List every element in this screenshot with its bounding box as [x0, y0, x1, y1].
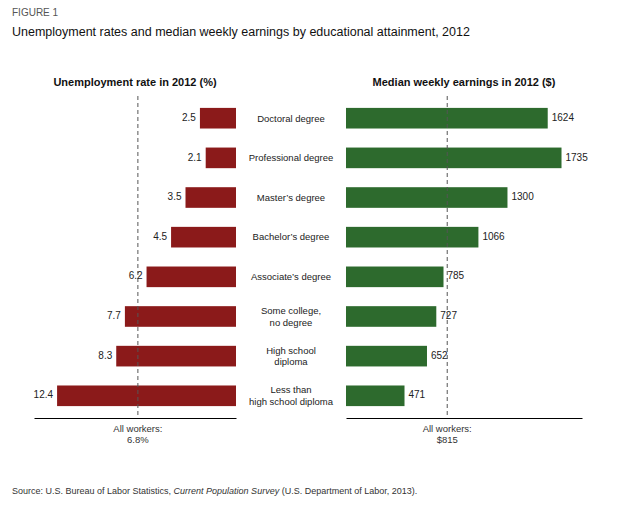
bar [57, 385, 236, 406]
data-label: 471 [409, 389, 426, 400]
data-label: 2.1 [188, 152, 202, 163]
x-axis [347, 418, 583, 419]
category-label: Doctoral degree [257, 113, 325, 124]
bar [346, 227, 478, 248]
bar [171, 227, 236, 248]
data-label: 727 [440, 310, 457, 321]
category-label: Less thanhigh school diploma [249, 384, 334, 407]
panel-title: Median weekly earnings in 2012 ($) [373, 76, 556, 88]
annotation: All workers:$815 [423, 423, 472, 445]
axis-line [35, 418, 237, 419]
category-label: Bachelor’s degree [253, 231, 330, 242]
bar [116, 346, 236, 367]
data-label: 4.5 [153, 231, 167, 242]
source-part: (U.S. Department of Labor, 2013). [279, 486, 417, 496]
data-label: 6.2 [129, 270, 143, 281]
category-label: Associate’s degree [251, 271, 331, 282]
data-label: 785 [448, 270, 465, 281]
data-label: 7.7 [107, 310, 121, 321]
bar [206, 148, 236, 169]
bar [346, 306, 436, 327]
category-label: High schooldiploma [266, 345, 316, 368]
source-part: Current Population Survey [174, 486, 280, 496]
data-label: 2.5 [182, 112, 196, 123]
bar [346, 346, 427, 367]
reference-line [447, 96, 448, 418]
chart: FIGURE 1 Unemployment rates and median we… [0, 0, 621, 508]
panel: Unemployment rate in 2012 (%) 2.5 2.1 3.5 4.… [34, 76, 237, 445]
x-axis [35, 418, 237, 419]
data-label: 1300 [511, 191, 534, 202]
data-label: 1066 [482, 231, 505, 242]
figure-label: FIGURE 1 [12, 7, 59, 18]
bar [125, 306, 236, 327]
bar [147, 267, 236, 288]
bars [346, 96, 562, 418]
bar [186, 187, 237, 208]
data-label: 652 [431, 350, 448, 361]
data-label: 1624 [552, 112, 575, 123]
bar [200, 108, 236, 129]
data-label: 3.5 [168, 191, 182, 202]
source-part: Source: U.S. Bureau of Labor Statistics, [12, 486, 174, 496]
data-label: 12.4 [34, 389, 54, 400]
panel-title: Unemployment rate in 2012 (%) [53, 76, 217, 88]
bar [346, 148, 562, 169]
panel: Median weekly earnings in 2012 ($) 1624 17… [346, 76, 588, 445]
category-label: Some college,no degree [261, 305, 321, 328]
bar [346, 385, 405, 406]
category-label: Professional degree [249, 152, 334, 163]
annotation: All workers:6.8% [113, 423, 162, 445]
title: Unemployment rates and median weekly ear… [12, 25, 470, 39]
bar [346, 267, 444, 288]
reference-line [137, 96, 138, 418]
bars [57, 96, 236, 418]
source: Source: U.S. Bureau of Labor Statistics,… [12, 486, 417, 496]
axis-line [347, 418, 583, 419]
bar [346, 187, 507, 208]
data-label: 1735 [566, 152, 589, 163]
data-label: 8.3 [98, 350, 112, 361]
category-label: Master’s degree [257, 192, 325, 203]
